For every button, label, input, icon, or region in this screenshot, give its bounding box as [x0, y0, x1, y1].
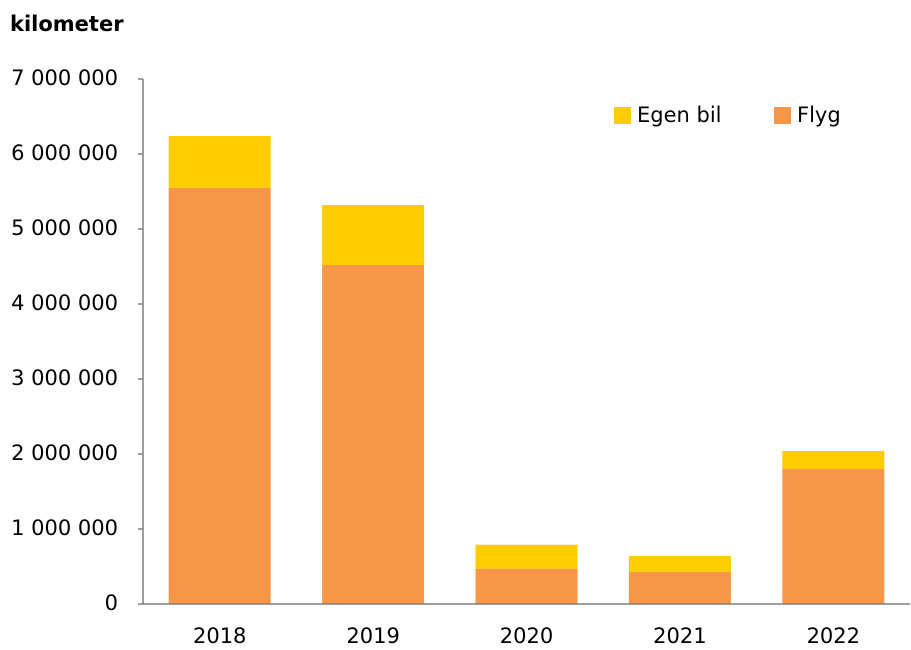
y-tick-label: 5 000 000	[11, 216, 118, 240]
y-tick-label: 3 000 000	[11, 366, 118, 390]
y-tick-label: 1 000 000	[11, 516, 118, 540]
bar-segment	[475, 544, 578, 569]
bar-segment	[322, 205, 425, 265]
x-tick-label: 2019	[346, 624, 399, 648]
legend-label: Egen bil	[637, 103, 722, 127]
y-tick-label: 0	[105, 591, 118, 615]
bar-segment	[782, 469, 885, 604]
bar-segment	[168, 187, 271, 604]
legend-swatch	[614, 107, 631, 124]
legend-label: Flyg	[797, 103, 841, 127]
bar-segment	[782, 451, 885, 469]
bar-segment	[628, 571, 731, 604]
bar-segment	[475, 568, 578, 604]
y-tick-label: 4 000 000	[11, 291, 118, 315]
y-tick-label: 2 000 000	[11, 441, 118, 465]
bar-segment	[628, 556, 731, 572]
bar-segment	[322, 265, 425, 604]
legend-swatch	[774, 107, 791, 124]
y-tick-label: 7 000 000	[11, 66, 118, 90]
x-tick-label: 2022	[807, 624, 860, 648]
y-tick-label: 6 000 000	[11, 141, 118, 165]
x-tick-label: 2018	[193, 624, 246, 648]
y-axis-label: kilometer	[10, 12, 124, 36]
x-tick-label: 2020	[500, 624, 553, 648]
bar-segment	[168, 136, 271, 188]
x-tick-label: 2021	[653, 624, 706, 648]
